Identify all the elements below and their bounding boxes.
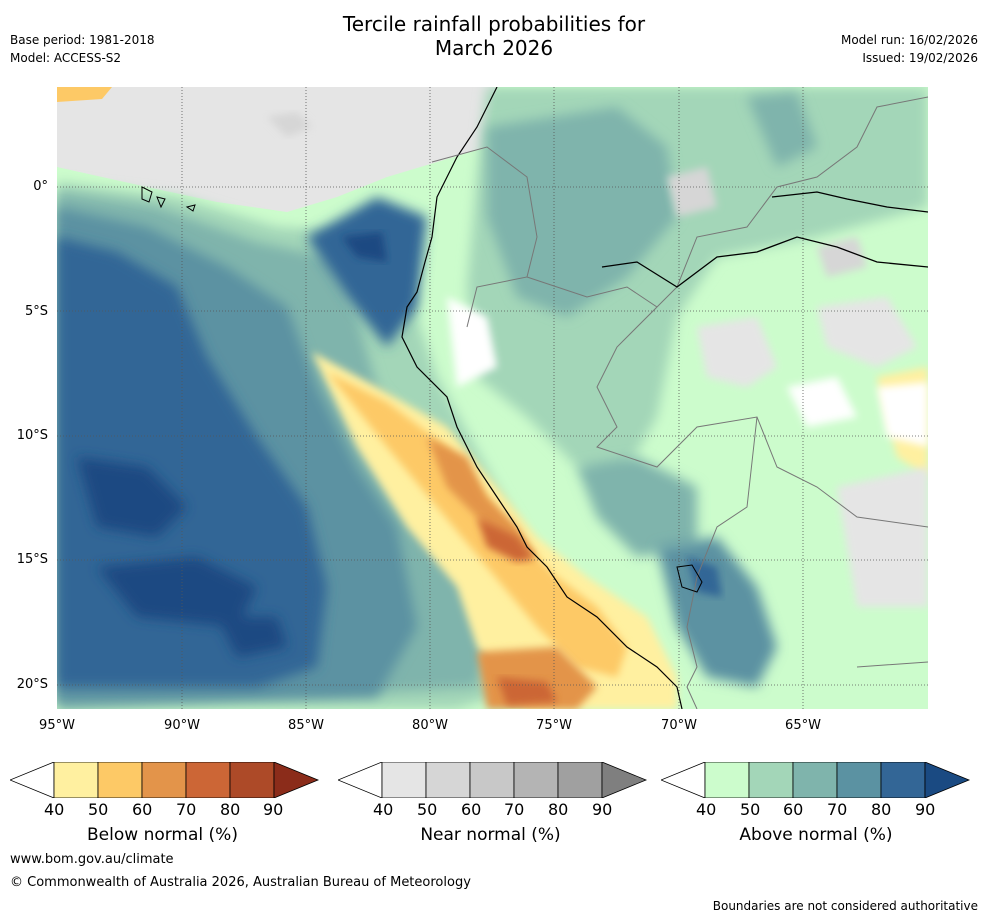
colorbar-segment xyxy=(704,762,750,798)
title-line-1: Tercile rainfall probabilities for xyxy=(342,12,646,36)
below-normal-coastal-band-80 xyxy=(477,517,532,562)
colorbar-segment xyxy=(469,762,515,798)
above-normal-amazon-70 xyxy=(487,92,817,557)
colorbar-tick: 70 xyxy=(504,800,525,819)
below-normal-coastal-band-70 xyxy=(427,437,537,562)
below-normal-corner-patch xyxy=(57,87,112,102)
colorbar-extend-high xyxy=(924,762,971,798)
website-link[interactable]: www.bom.gov.au/climate xyxy=(10,852,174,867)
country-boundaries xyxy=(431,96,928,709)
y-tick-label: 20°S xyxy=(16,677,48,692)
colorbar-segment xyxy=(381,762,427,798)
colorbar-tick: 90 xyxy=(592,800,613,819)
colorbar-segment xyxy=(836,762,882,798)
colorbar-near-normal xyxy=(338,762,648,798)
colorbar-tick: 50 xyxy=(88,800,109,819)
colorbar-label-near: Near normal (%) xyxy=(420,825,561,845)
x-tick-label: 85°W xyxy=(288,718,324,733)
colorbar-label-below: Below normal (%) xyxy=(87,825,238,845)
disclaimer: Boundaries are not considered authoritat… xyxy=(712,899,978,913)
x-tick-label: 95°W xyxy=(39,718,75,733)
colorbar-below-normal xyxy=(10,762,320,798)
y-tick-label: 10°S xyxy=(16,428,48,443)
colorbar-tick: 80 xyxy=(871,800,892,819)
colorbar-segment xyxy=(185,762,231,798)
issued-date: Issued: 19/02/2026 xyxy=(862,51,978,65)
model-name: Model: ACCESS-S2 xyxy=(10,51,122,65)
copyright: © Commonwealth of Australia 2026, Austra… xyxy=(10,875,471,890)
above-normal-coast-cluster xyxy=(307,197,427,347)
colorbar-segment xyxy=(53,762,99,798)
neutral-white-patch xyxy=(447,297,928,447)
base-period: Base period: 1981-2018 xyxy=(10,33,155,47)
colorbar-tick: 60 xyxy=(461,800,482,819)
colorbar-tick: 90 xyxy=(915,800,936,819)
near-normal-region-north-core xyxy=(267,112,312,137)
x-tick-label: 65°W xyxy=(785,718,821,733)
colorbar-tick: 40 xyxy=(696,800,717,819)
colorbar-segment xyxy=(748,762,794,798)
colorbar-tick: 50 xyxy=(740,800,761,819)
metadata-right: Model run: 16/02/2026 Issued: 19/02/2026 xyxy=(841,31,978,67)
colorbar-tick: 70 xyxy=(176,800,197,819)
colorbar-segment xyxy=(141,762,187,798)
x-tick-label: 90°W xyxy=(164,718,200,733)
near-normal-amazon-core xyxy=(667,167,867,277)
probability-map xyxy=(57,87,928,709)
colorbar-tick: 90 xyxy=(263,800,284,819)
x-tick-label: 80°W xyxy=(412,718,448,733)
x-tick-label: 75°W xyxy=(536,718,572,733)
above-normal-bolivia-90 xyxy=(687,557,722,597)
colorbar-extend-low xyxy=(661,762,706,798)
colorbar-segment xyxy=(425,762,471,798)
amazon-river xyxy=(601,236,928,288)
y-tick-label: 5°S xyxy=(24,304,48,319)
x-tick-label: 70°W xyxy=(661,718,697,733)
colorbar-tick: 80 xyxy=(548,800,569,819)
colorbar-segment xyxy=(97,762,143,798)
colorbar-tick: 40 xyxy=(44,800,65,819)
y-tick-label: 15°S xyxy=(16,552,48,567)
colorbar-segment xyxy=(557,762,603,798)
lake-titicaca xyxy=(676,564,703,593)
colorbar-above-normal xyxy=(661,762,971,798)
chart-title: Tercile rainfall probabilities for March… xyxy=(0,12,988,60)
above-normal-coast-core xyxy=(342,232,387,262)
title-line-2: March 2026 xyxy=(434,36,554,60)
colorbar-segment xyxy=(229,762,275,798)
colorbar-extend-high xyxy=(273,762,320,798)
colorbar-tick: 70 xyxy=(827,800,848,819)
colorbar-tick: 40 xyxy=(373,800,394,819)
near-normal-amazon-patch xyxy=(697,297,928,607)
galapagos-islands xyxy=(141,186,196,212)
coast-north xyxy=(771,191,928,213)
colorbar-extend-high xyxy=(601,762,648,798)
colorbar-segment xyxy=(792,762,838,798)
colorbar-label-above: Above normal (%) xyxy=(739,825,893,845)
below-normal-coastal-band-60 xyxy=(327,372,627,677)
colorbar-extend-low xyxy=(10,762,55,798)
near-normal-region-north xyxy=(57,87,497,212)
colorbar-segment xyxy=(513,762,559,798)
above-normal-bolivia-80 xyxy=(657,537,777,687)
metadata-left: Base period: 1981-2018 Model: ACCESS-S2 xyxy=(10,31,155,67)
pacific-coastline xyxy=(401,87,683,709)
colorbar-tick: 60 xyxy=(783,800,804,819)
colorbar-tick: 50 xyxy=(417,800,438,819)
below-normal-south-patch-core xyxy=(497,677,557,705)
model-run: Model run: 16/02/2026 xyxy=(840,33,978,47)
above-normal-ocean-core xyxy=(77,457,287,657)
colorbar-extend-low xyxy=(338,762,383,798)
colorbar-tick: 80 xyxy=(220,800,241,819)
y-tick-label: 0° xyxy=(33,179,48,194)
colorbar-segment xyxy=(880,762,926,798)
colorbar-tick: 60 xyxy=(132,800,153,819)
gridlines xyxy=(57,87,928,709)
